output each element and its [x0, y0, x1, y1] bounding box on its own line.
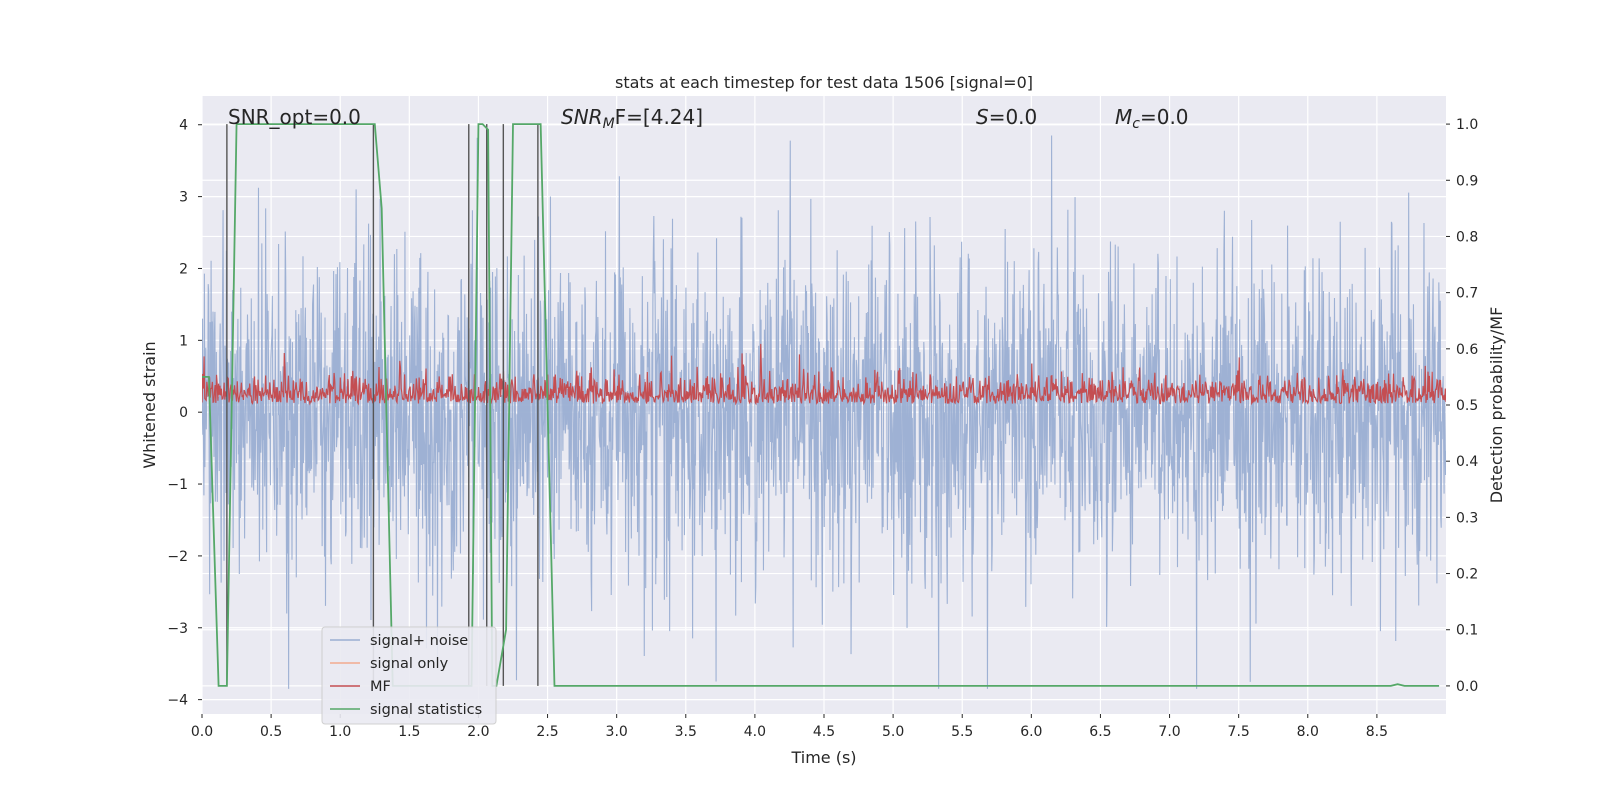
- y-left-tick-label: 3: [179, 190, 188, 206]
- y-left-tick-label: 1: [179, 333, 188, 349]
- x-tick-label: 4.5: [813, 724, 835, 740]
- snr-mf-tail: F=[4.24]: [615, 105, 703, 129]
- y-left-axis-label: Whitened strain: [140, 341, 159, 468]
- s-var: S: [976, 105, 989, 129]
- s-tail: =0.0: [989, 105, 1038, 129]
- mf-line: [202, 343, 1446, 406]
- x-tick-label: 8.0: [1297, 724, 1319, 740]
- x-tick-label: 3.5: [675, 724, 697, 740]
- mc-tail: =0.0: [1140, 105, 1189, 129]
- legend: signal+ noise signal only MF signal stat…: [321, 626, 497, 725]
- plot-area: [202, 123, 1446, 689]
- y-right-tick-label: 1.0: [1456, 117, 1478, 133]
- y-left-tick-label: −4: [167, 693, 188, 709]
- x-tick-label: 1.0: [329, 724, 351, 740]
- signal-noise-line: [202, 135, 1446, 689]
- x-tick-label: 0.5: [260, 724, 282, 740]
- y-right-tick-label: 0.9: [1456, 173, 1478, 189]
- signal-statistics-series: [202, 123, 1440, 687]
- x-tick-label: 5.5: [951, 724, 973, 740]
- x-tick-label: 6.0: [1020, 724, 1042, 740]
- mc-sub: c: [1132, 116, 1140, 132]
- x-tick-label: 0.0: [191, 724, 213, 740]
- y-left-tick-label: −2: [167, 549, 188, 565]
- y-left-tick-label: −3: [167, 621, 188, 637]
- y-left-tick-label: 0: [179, 405, 188, 421]
- mc-var: M: [1115, 105, 1132, 129]
- x-axis-label: Time (s): [790, 748, 856, 767]
- y-right-tick-label: 0.5: [1456, 398, 1478, 414]
- y-left-tick-label: 4: [179, 118, 188, 134]
- x-tick-label: 6.5: [1089, 724, 1111, 740]
- x-tick-label: 1.5: [398, 724, 420, 740]
- mc-annotation: Mc=0.0: [1115, 105, 1189, 132]
- snr-mf-sub: M: [603, 116, 615, 132]
- legend-label-signal-noise: signal+ noise: [370, 633, 468, 649]
- legend-box: [321, 626, 497, 725]
- x-tick-labels: 0.0 0.5 1.0 1.5 2.0 2.5 3.0 3.5 4.0 4.5 5.0 5.5 6.0 6…: [191, 714, 1388, 740]
- legend-label-mf: MF: [370, 679, 391, 695]
- y-left-tick-labels: 4 3 2 1 0 −1 −2 −3 −4: [167, 118, 202, 709]
- mf-series: [202, 343, 1446, 406]
- snr-mf-annotation: SNRMF=[4.24]: [561, 105, 703, 132]
- y-left-tick-label: −1: [167, 477, 188, 493]
- y-right-tick-label: 0.2: [1456, 567, 1478, 583]
- event-markers: [226, 124, 539, 686]
- x-tick-label: 7.5: [1228, 724, 1250, 740]
- snr-mf-base: SNR: [561, 105, 603, 129]
- snr-opt-annotation: SNR_opt=0.0: [228, 105, 361, 129]
- signal-noise-series: [202, 135, 1446, 689]
- x-tick-label: 3.0: [606, 724, 628, 740]
- y-right-tick-label: 0.8: [1456, 229, 1478, 245]
- legend-label-signal-only: signal only: [370, 656, 449, 672]
- x-tick-label: 8.5: [1366, 724, 1388, 740]
- y-right-tick-label: 0.0: [1456, 679, 1478, 695]
- x-tick-label: 4.0: [744, 724, 766, 740]
- y-right-tick-label: 0.4: [1456, 454, 1478, 470]
- y-right-tick-label: 0.1: [1456, 623, 1478, 639]
- y-right-axis-label: Detection probability/MF: [1487, 307, 1506, 504]
- legend-label-signal-statistics: signal statistics: [370, 702, 482, 718]
- y-right-tick-label: 0.7: [1456, 286, 1478, 302]
- x-tick-label: 2.5: [536, 724, 558, 740]
- y-right-tick-labels: 1.0 0.9 0.8 0.7 0.6 0.5 0.4 0.3 0.2 0.1 0.0: [1446, 117, 1478, 695]
- x-tick-label: 7.0: [1158, 724, 1180, 740]
- y-left-tick-label: 2: [179, 261, 188, 277]
- x-tick-label: 5.0: [882, 724, 904, 740]
- x-tick-label: 2.0: [467, 724, 489, 740]
- chart-title: stats at each timestep for test data 150…: [615, 73, 1033, 92]
- signal-statistics-line: [202, 123, 1440, 687]
- s-annotation: S=0.0: [976, 105, 1037, 129]
- y-right-tick-label: 0.3: [1456, 510, 1478, 526]
- y-right-tick-label: 0.6: [1456, 342, 1478, 358]
